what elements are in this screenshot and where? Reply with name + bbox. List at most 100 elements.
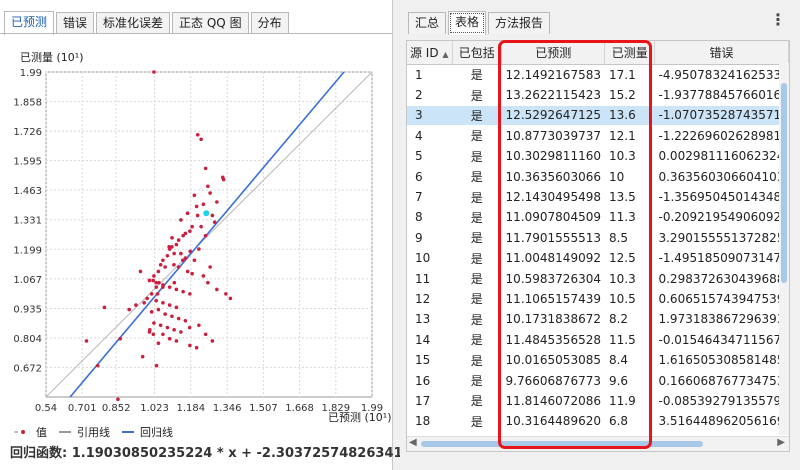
- cell-error: 3.516448962056169: [654, 411, 789, 433]
- cell-included: 是: [452, 288, 502, 310]
- data-point: [174, 339, 179, 343]
- table-row[interactable]: 9 是 11.7901555513 8.5 3.290155551372825: [407, 227, 789, 249]
- cell-included: 是: [452, 207, 502, 229]
- data-point: [170, 314, 174, 319]
- cell-measured: 10.3: [604, 146, 655, 167]
- x-tick-label: 1.346: [213, 403, 242, 414]
- reference-line: [45, 71, 373, 398]
- table-row[interactable]: 1 是 12.1492167583 17.1 -4.95078324162533: [407, 64, 789, 86]
- data-point: [183, 231, 188, 236]
- data-point: [154, 298, 158, 303]
- y-tick-label: 1.99: [20, 68, 42, 79]
- table-row[interactable]: 3 是 12.5292647125 13.6 -1.07073528743571: [407, 105, 789, 127]
- y-tick-label: 1.067: [13, 275, 42, 286]
- y-tick-label: 0.935: [13, 304, 42, 315]
- cell-error: -0.20921954906092: [654, 207, 789, 229]
- data-point: [206, 184, 210, 189]
- cell-included: 是: [452, 268, 502, 290]
- cell-included: 是: [452, 390, 502, 412]
- table-row[interactable]: 5 是 10.3029811160 10.3 0.002981116062324: [407, 146, 789, 167]
- data-point: [215, 287, 219, 292]
- tab-error[interactable]: 错误: [56, 12, 95, 34]
- cell-included: 是: [452, 411, 502, 433]
- data-point: [195, 132, 200, 137]
- table-row[interactable]: 10 是 11.0048149092 12.5 -1.49518509073147: [407, 248, 789, 269]
- cell-measured: 12.1: [604, 125, 655, 147]
- cell-error: -1.35695045014348: [654, 186, 789, 208]
- cell-predicted: 10.3635603066: [501, 166, 605, 188]
- tab-normal-qq[interactable]: 正态 QQ 图: [172, 12, 249, 34]
- vertical-scrollbar[interactable]: [779, 63, 789, 435]
- tab-method-report[interactable]: 方法报告: [488, 12, 551, 34]
- cell-measured: 10.3: [604, 268, 655, 290]
- cell-predicted: 11.8146072086: [501, 390, 605, 412]
- cell-source-id: 2: [407, 84, 453, 106]
- col-header-error[interactable]: 错误: [654, 41, 789, 65]
- tab-standardized-error[interactable]: 标准化误差: [96, 12, 171, 34]
- table-row[interactable]: 12 是 11.1065157439 10.5 0.606515743947539: [407, 288, 789, 310]
- cell-predicted: 11.7901555513: [501, 227, 605, 249]
- data-point: [197, 323, 201, 328]
- table-row[interactable]: 14 是 11.4845356528 11.5 -0.01546434711567: [407, 329, 789, 351]
- data-point: [154, 363, 159, 368]
- cell-measured: 15.2: [604, 84, 655, 106]
- data-point: [149, 310, 154, 314]
- data-point: [161, 283, 165, 287]
- more-options-icon[interactable]: ⋮: [770, 10, 786, 29]
- scroll-left-icon[interactable]: ◀: [409, 437, 417, 448]
- cell-predicted: 12.1430495498: [501, 186, 605, 208]
- cell-error: 0.166068767734753: [654, 370, 789, 392]
- horizontal-scroll-thumb[interactable]: [421, 441, 703, 447]
- col-header-measured[interactable]: 已测量: [604, 41, 655, 65]
- tab-summary[interactable]: 汇总: [408, 12, 447, 34]
- data-point: [157, 280, 161, 285]
- data-point: [165, 253, 170, 258]
- data-point: [172, 262, 176, 267]
- table-row[interactable]: 18 是 10.3164489620 6.8 3.516448962056169: [407, 411, 789, 433]
- scatter-plot: 0.54 0.701 0.852 1.023 1.184 1.346 1.507 1.668 1…: [13, 68, 383, 414]
- data-point: [138, 269, 143, 274]
- table-row[interactable]: 17 是 11.8146072086 11.9 -0.08539279135579: [407, 390, 789, 412]
- data-point: [187, 325, 192, 330]
- table-row[interactable]: 4 是 10.8773039737 12.1 -1.22269602628981: [407, 125, 789, 147]
- table-row[interactable]: 2 是 13.2622115423 15.2 -1.93778845766016: [407, 84, 789, 106]
- data-point: [199, 224, 203, 229]
- data-point: [152, 321, 156, 325]
- horizontal-scrollbar[interactable]: ◀ ▶: [407, 436, 789, 451]
- tab-predicted[interactable]: 已预测: [4, 11, 55, 35]
- data-point: [127, 307, 131, 312]
- scroll-right-icon[interactable]: ▶: [777, 437, 785, 448]
- cell-predicted: 10.5983726304: [501, 268, 605, 290]
- data-point: [167, 247, 172, 251]
- y-axis-label: 已测量 (10¹): [20, 51, 84, 64]
- col-header-predicted[interactable]: 已预测: [501, 41, 606, 65]
- table-row[interactable]: 11 是 10.5983726304 10.3 0.298372630439688: [407, 268, 789, 290]
- table-row[interactable]: 16 是 9.76606876773 9.6 0.166068767734753: [407, 370, 789, 392]
- cell-predicted: 12.1492167583: [501, 64, 605, 86]
- data-point: [194, 345, 199, 350]
- data-point: [194, 204, 199, 209]
- tab-table[interactable]: 表格: [448, 11, 487, 35]
- data-point: [84, 339, 89, 343]
- col-header-included[interactable]: 已包括: [452, 41, 503, 65]
- col-header-source-id[interactable]: 源 ID ▲: [407, 41, 453, 65]
- table-row[interactable]: 8 是 11.0907804509 11.3 -0.20921954906092: [407, 207, 789, 229]
- data-point: [176, 316, 181, 321]
- cell-included: 是: [452, 349, 502, 371]
- tab-distribution[interactable]: 分布: [250, 12, 289, 34]
- x-axis-label: 已预测 (10¹): [328, 411, 392, 424]
- data-point: [95, 363, 100, 368]
- table-row[interactable]: 7 是 12.1430495498 13.5 -1.35695045014348: [407, 186, 789, 208]
- vertical-scroll-thumb[interactable]: [781, 83, 787, 283]
- table-row[interactable]: 15 是 10.0165053085 8.4 1.616505308581485: [407, 349, 789, 371]
- cell-measured: 8.4: [604, 349, 655, 371]
- x-tick-label: 1.023: [140, 403, 169, 414]
- cell-included: 是: [452, 370, 502, 392]
- data-point: [167, 285, 172, 289]
- cell-error: 1.616505308581485: [654, 349, 789, 371]
- table-row[interactable]: 6 是 10.3635603066 10 0.363560306604103: [407, 166, 789, 188]
- data-point: [183, 256, 188, 260]
- table-row[interactable]: 13 是 10.1731838672 8.2 1.973183867296393: [407, 309, 789, 331]
- cell-measured: 8.2: [604, 309, 655, 331]
- cell-measured: 10.5: [604, 288, 655, 310]
